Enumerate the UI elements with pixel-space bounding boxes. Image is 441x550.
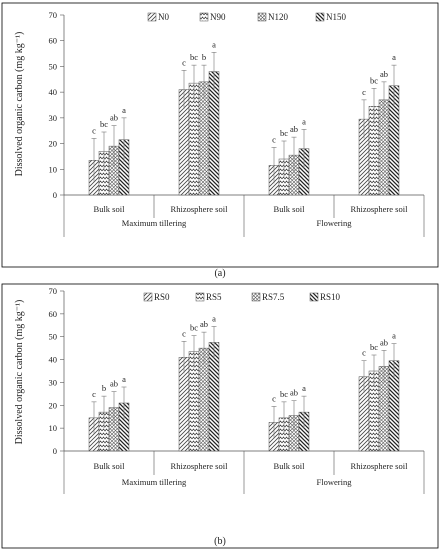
group-label: Maximum tillering — [122, 477, 187, 487]
category-label: Rhizosphere soil — [171, 461, 229, 471]
legend-label: N0 — [158, 12, 169, 22]
panel-b-frame — [1, 283, 439, 549]
significance-letter: c — [92, 125, 96, 135]
legend-label: N120 — [268, 12, 288, 22]
significance-letter: a — [212, 313, 216, 323]
significance-letter: c — [92, 389, 96, 399]
legend-label: RS10 — [320, 292, 341, 302]
significance-letter: a — [212, 39, 216, 49]
panel-a-label: (a) — [214, 268, 225, 279]
legend-swatch — [315, 12, 325, 22]
significance-letter: a — [302, 116, 306, 126]
significance-letter: ab — [290, 388, 298, 398]
legend-swatch — [309, 292, 319, 302]
panel-b-label: (b) — [214, 536, 226, 547]
bar — [208, 342, 220, 452]
y-tick-label: 60 — [49, 309, 58, 319]
y-tick-label: 30 — [49, 377, 58, 387]
significance-letter: c — [362, 87, 366, 97]
significance-letter: b — [102, 383, 106, 393]
significance-letter: bc — [190, 323, 198, 333]
y-axis-label: Dissolved organic carbon (mg kg⁻¹) — [14, 32, 25, 177]
y-tick-label: 70 — [49, 286, 58, 296]
y-tick-label: 40 — [49, 355, 58, 365]
panel-a-frame — [1, 2, 439, 268]
significance-letter: c — [272, 134, 276, 144]
group-label: Flowering — [317, 218, 353, 228]
y-tick-label: 60 — [49, 36, 58, 46]
significance-letter: ab — [200, 319, 208, 329]
significance-letter: c — [182, 57, 186, 67]
significance-letter: ab — [110, 113, 118, 123]
y-tick-label: 50 — [49, 332, 58, 342]
y-tick-label: 0 — [53, 190, 57, 200]
y-tick-label: 0 — [53, 446, 57, 456]
legend-swatch — [251, 292, 261, 302]
y-tick-label: 50 — [49, 61, 58, 71]
legend-swatch — [257, 12, 267, 22]
category-label: Bulk soil — [274, 461, 306, 471]
y-tick-label: 10 — [49, 423, 58, 433]
legend-label: RS0 — [154, 292, 170, 302]
significance-letter: ab — [110, 379, 118, 389]
category-label: Rhizosphere soil — [171, 204, 229, 214]
significance-letter: bc — [370, 75, 378, 85]
y-axis-label: Dissolved organic carbon (mg kg⁻¹) — [14, 300, 25, 445]
significance-letter: bc — [280, 389, 288, 399]
significance-letter: ab — [290, 124, 298, 134]
category-label: Bulk soil — [94, 204, 126, 214]
significance-letter: c — [182, 328, 186, 338]
y-tick-label: 10 — [49, 164, 58, 174]
significance-letter: a — [122, 374, 126, 384]
significance-letter: a — [302, 383, 306, 393]
legend-swatch — [195, 292, 205, 302]
legend-label: RS5 — [206, 292, 222, 302]
significance-letter: bc — [370, 342, 378, 352]
significance-letter: bc — [100, 119, 108, 129]
significance-letter: c — [362, 348, 366, 358]
panel-b: 0 10 20 30 40 50 60 70 Dissolved organic carbon … — [14, 286, 425, 494]
y-tick-label: 20 — [49, 139, 58, 149]
category-label: Bulk soil — [94, 461, 126, 471]
legend-label: RS7.5 — [262, 292, 285, 302]
category-label: Rhizosphere soil — [351, 204, 409, 214]
significance-letter: bc — [280, 128, 288, 138]
significance-letter: b — [202, 52, 206, 62]
legend-label: N90 — [210, 12, 226, 22]
significance-letter: ab — [380, 337, 388, 347]
significance-letter: ab — [380, 69, 388, 79]
y-tick-label: 30 — [49, 113, 58, 123]
legend-label: N150 — [326, 12, 346, 22]
significance-letter: c — [272, 393, 276, 403]
legend-swatch — [199, 12, 209, 22]
y-tick-label: 40 — [49, 87, 58, 97]
legend-swatch — [147, 12, 157, 22]
category-label: Rhizosphere soil — [351, 461, 409, 471]
panel-a: 0 10 20 30 40 50 60 70 Dissolved organic carbon … — [14, 10, 425, 237]
significance-letter: bc — [190, 52, 198, 62]
significance-letter: a — [392, 52, 396, 62]
bar — [198, 81, 210, 196]
category-label: Bulk soil — [274, 204, 306, 214]
group-label: Flowering — [317, 477, 353, 487]
significance-letter: a — [392, 331, 396, 341]
y-tick-label: 20 — [49, 400, 58, 410]
significance-letter: a — [122, 105, 126, 115]
y-tick-label: 70 — [49, 10, 58, 20]
legend-swatch — [143, 292, 153, 302]
group-label: Maximum tillering — [122, 218, 187, 228]
